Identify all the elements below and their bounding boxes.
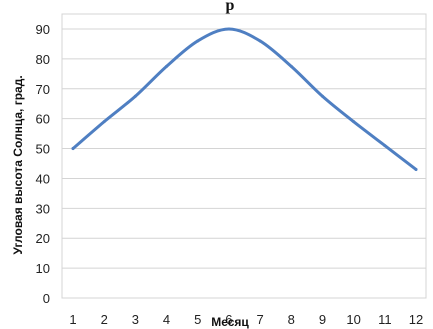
x-axis-title: Месяц	[211, 315, 249, 329]
x-tick-labels: 1 2 3 4 5 6 7 8 9 10 11 12	[69, 312, 423, 327]
series-line	[71, 27, 418, 171]
x-tick-label: 12	[409, 312, 423, 327]
data-point	[133, 94, 137, 98]
data-point	[258, 39, 262, 43]
data-point	[227, 27, 231, 31]
data-point	[352, 120, 356, 124]
y-tick-labels: 0 10 20 30 40 50 60 70 80 90	[36, 22, 50, 306]
x-tick-label: 8	[288, 312, 295, 327]
data-point	[165, 64, 169, 68]
chart-title: р	[226, 0, 235, 14]
y-tick-label: 70	[36, 82, 50, 97]
y-tick-label: 90	[36, 22, 50, 37]
grid	[61, 13, 427, 299]
x-tick-label: 7	[256, 312, 263, 327]
y-tick-label: 30	[36, 201, 50, 216]
data-point	[102, 120, 106, 124]
y-tick-label: 20	[36, 231, 50, 246]
series-group	[71, 27, 418, 171]
data-point	[383, 144, 387, 148]
x-tick-label: 5	[194, 312, 201, 327]
data-point	[196, 39, 200, 43]
y-tick-label: 50	[36, 142, 50, 157]
x-tick-label: 10	[346, 312, 360, 327]
x-tick-label: 1	[69, 312, 76, 327]
x-tick-label: 9	[319, 312, 326, 327]
y-tick-label: 60	[36, 112, 50, 127]
x-tick-label: 11	[378, 312, 392, 327]
data-point	[414, 167, 418, 171]
y-tick-label: 40	[36, 171, 50, 186]
x-tick-label: 6	[225, 312, 232, 327]
y-tick-label: 10	[36, 261, 50, 276]
data-point	[71, 147, 75, 151]
y-tick-label: 80	[36, 52, 50, 67]
data-point	[289, 64, 293, 68]
y-axis-title: Угловая высота Солнца, град.	[11, 75, 25, 254]
x-tick-label: 4	[163, 312, 170, 327]
data-point	[320, 94, 324, 98]
y-tick-label: 0	[43, 291, 50, 306]
plot-area	[61, 13, 427, 299]
x-tick-label: 3	[132, 312, 139, 327]
x-tick-label: 2	[101, 312, 108, 327]
